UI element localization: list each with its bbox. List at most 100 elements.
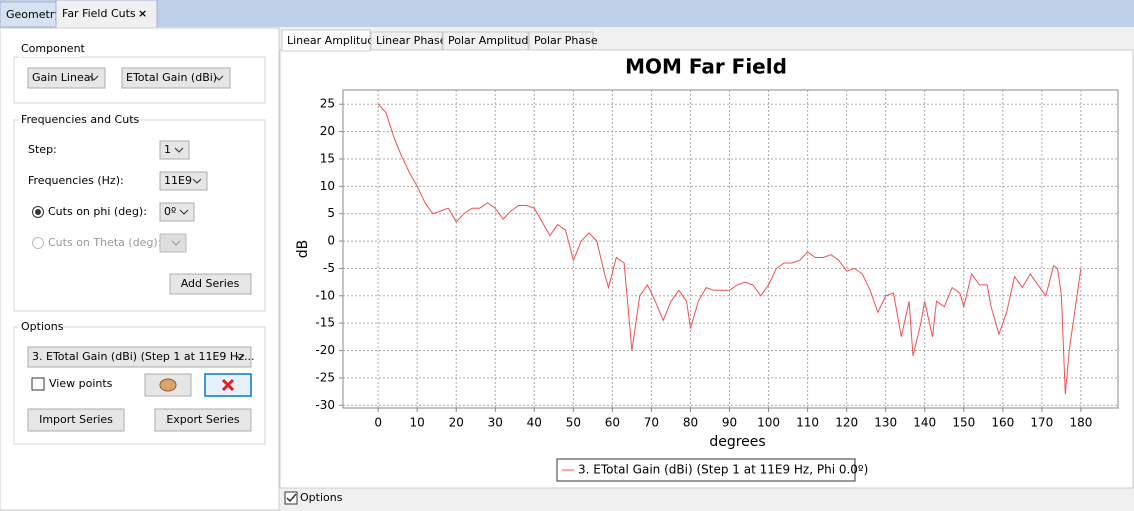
y-axis-label: dB [295,240,311,259]
x-tick-label: 50 [566,416,581,430]
label: Cuts on phi (deg): [48,205,147,218]
delete-icon [221,378,235,392]
button[interactable] [169,273,252,295]
dropdown-arrow [171,240,181,246]
y-tick-label: 25 [320,97,335,111]
y-tick-label: 0 [327,234,335,248]
x-tick-label: 30 [488,416,503,430]
chart-tab-label: Linear Amplitude [287,34,381,47]
x-tick-label: 100 [757,416,780,430]
x-tick-label: 130 [874,416,897,430]
chart-tab-label: Linear Phase [376,34,447,47]
x-tick-label: 40 [527,416,542,430]
dropdown[interactable] [121,67,231,89]
tab-label: Far Field Cuts [62,7,136,20]
checkbox[interactable] [284,491,298,505]
x-tick-label: 80 [683,416,698,430]
radio[interactable] [32,237,44,249]
x-tick-label: 20 [449,416,464,430]
close-icon[interactable]: × [138,7,147,20]
x-tick-label: 60 [605,416,620,430]
x-tick-label: 90 [722,416,737,430]
group-box [13,119,266,312]
checkbox[interactable] [31,377,45,391]
x-tick-label: 70 [644,416,659,430]
y-tick-label: 15 [320,151,335,165]
dropdown-arrow [214,75,224,81]
label: Frequencies (Hz): [28,174,124,187]
y-tick-label: -10 [315,288,335,302]
dropdown-value: 3. ETotal Gain (dBi) (Step 1 at 11E9 Hz.… [32,350,254,363]
x-tick-label: 110 [796,416,819,430]
x-tick-label: 170 [1030,416,1053,430]
button[interactable] [154,408,252,432]
y-tick-label: -5 [323,261,335,275]
x-axis-label: degrees [709,434,765,450]
dropdown-arrow [179,209,189,215]
group-box [13,56,266,104]
dropdown[interactable] [159,202,195,222]
dropdown[interactable] [159,140,190,160]
tab[interactable] [0,1,57,28]
dropdown[interactable] [159,233,187,253]
dropdown[interactable] [27,67,106,89]
dropdown-value: 1 [164,143,171,156]
label: View points [49,377,113,390]
dropdown-arrow [192,178,202,184]
legend [556,458,856,482]
group-box [13,326,266,445]
x-tick-label: 10 [410,416,425,430]
group-title: Component [21,42,86,55]
dropdown-value: 0º [164,205,176,218]
chart-tab[interactable] [281,29,371,52]
y-tick-label: -15 [315,316,335,330]
x-tick-label: 120 [835,416,858,430]
legend-label: 3. ETotal Gain (dBi) (Step 1 at 11E9 Hz,… [578,463,868,477]
dropdown-arrow [235,354,245,360]
group-gap [18,43,80,57]
checkmark [286,493,297,503]
chart-tab[interactable] [528,31,594,51]
dropdown-value: ETotal Gain (dBi) [126,71,217,84]
y-tick-label: -25 [315,370,335,384]
y-tick-label: 10 [320,179,335,193]
label: Step: [28,143,57,156]
dropdown-value: 11E9 [164,174,192,187]
label: Cuts on Theta (deg): [48,236,161,249]
radio-dot [35,209,41,215]
dropdown-arrow [89,75,99,81]
group-title: Frequencies and Cuts [21,113,140,126]
label: Options [300,491,343,504]
group-title: Options [21,320,64,333]
y-tick-label: -20 [315,343,335,357]
y-tick-label: -30 [315,398,335,412]
button-label: Import Series [39,413,113,426]
dropdown-arrow [174,147,184,153]
chart-tab[interactable] [442,31,529,51]
chart-title: MOM Far Field [625,55,787,79]
button-label: Add Series [181,277,240,290]
chart-tab-label: Polar Amplitude [448,34,535,47]
chart: MOM Far Field -30 -25 -20 -15 -10 -5 0 5 10 15 20 25… [295,55,1119,482]
x-tick-label: 0 [374,416,382,430]
button-label: Export Series [166,413,240,426]
x-tick-label: 140 [913,416,936,430]
x-tick-label: 160 [991,416,1014,430]
x-tick-label: 180 [1069,416,1092,430]
group-gap [18,320,62,334]
plot-area [342,89,1119,409]
tab-label: Geometry [6,8,61,21]
chart-tab[interactable] [370,31,443,51]
tab-active[interactable] [55,0,158,29]
x-tick-label: 150 [952,416,975,430]
button[interactable] [27,408,125,432]
series-line [377,103,1082,395]
dropdown[interactable] [159,171,208,191]
dropdown[interactable] [27,346,252,368]
left-panel [0,27,280,511]
group-gap [18,113,128,127]
chart-tab-label: Polar Phase [534,34,598,47]
tab-bar [0,0,1134,27]
